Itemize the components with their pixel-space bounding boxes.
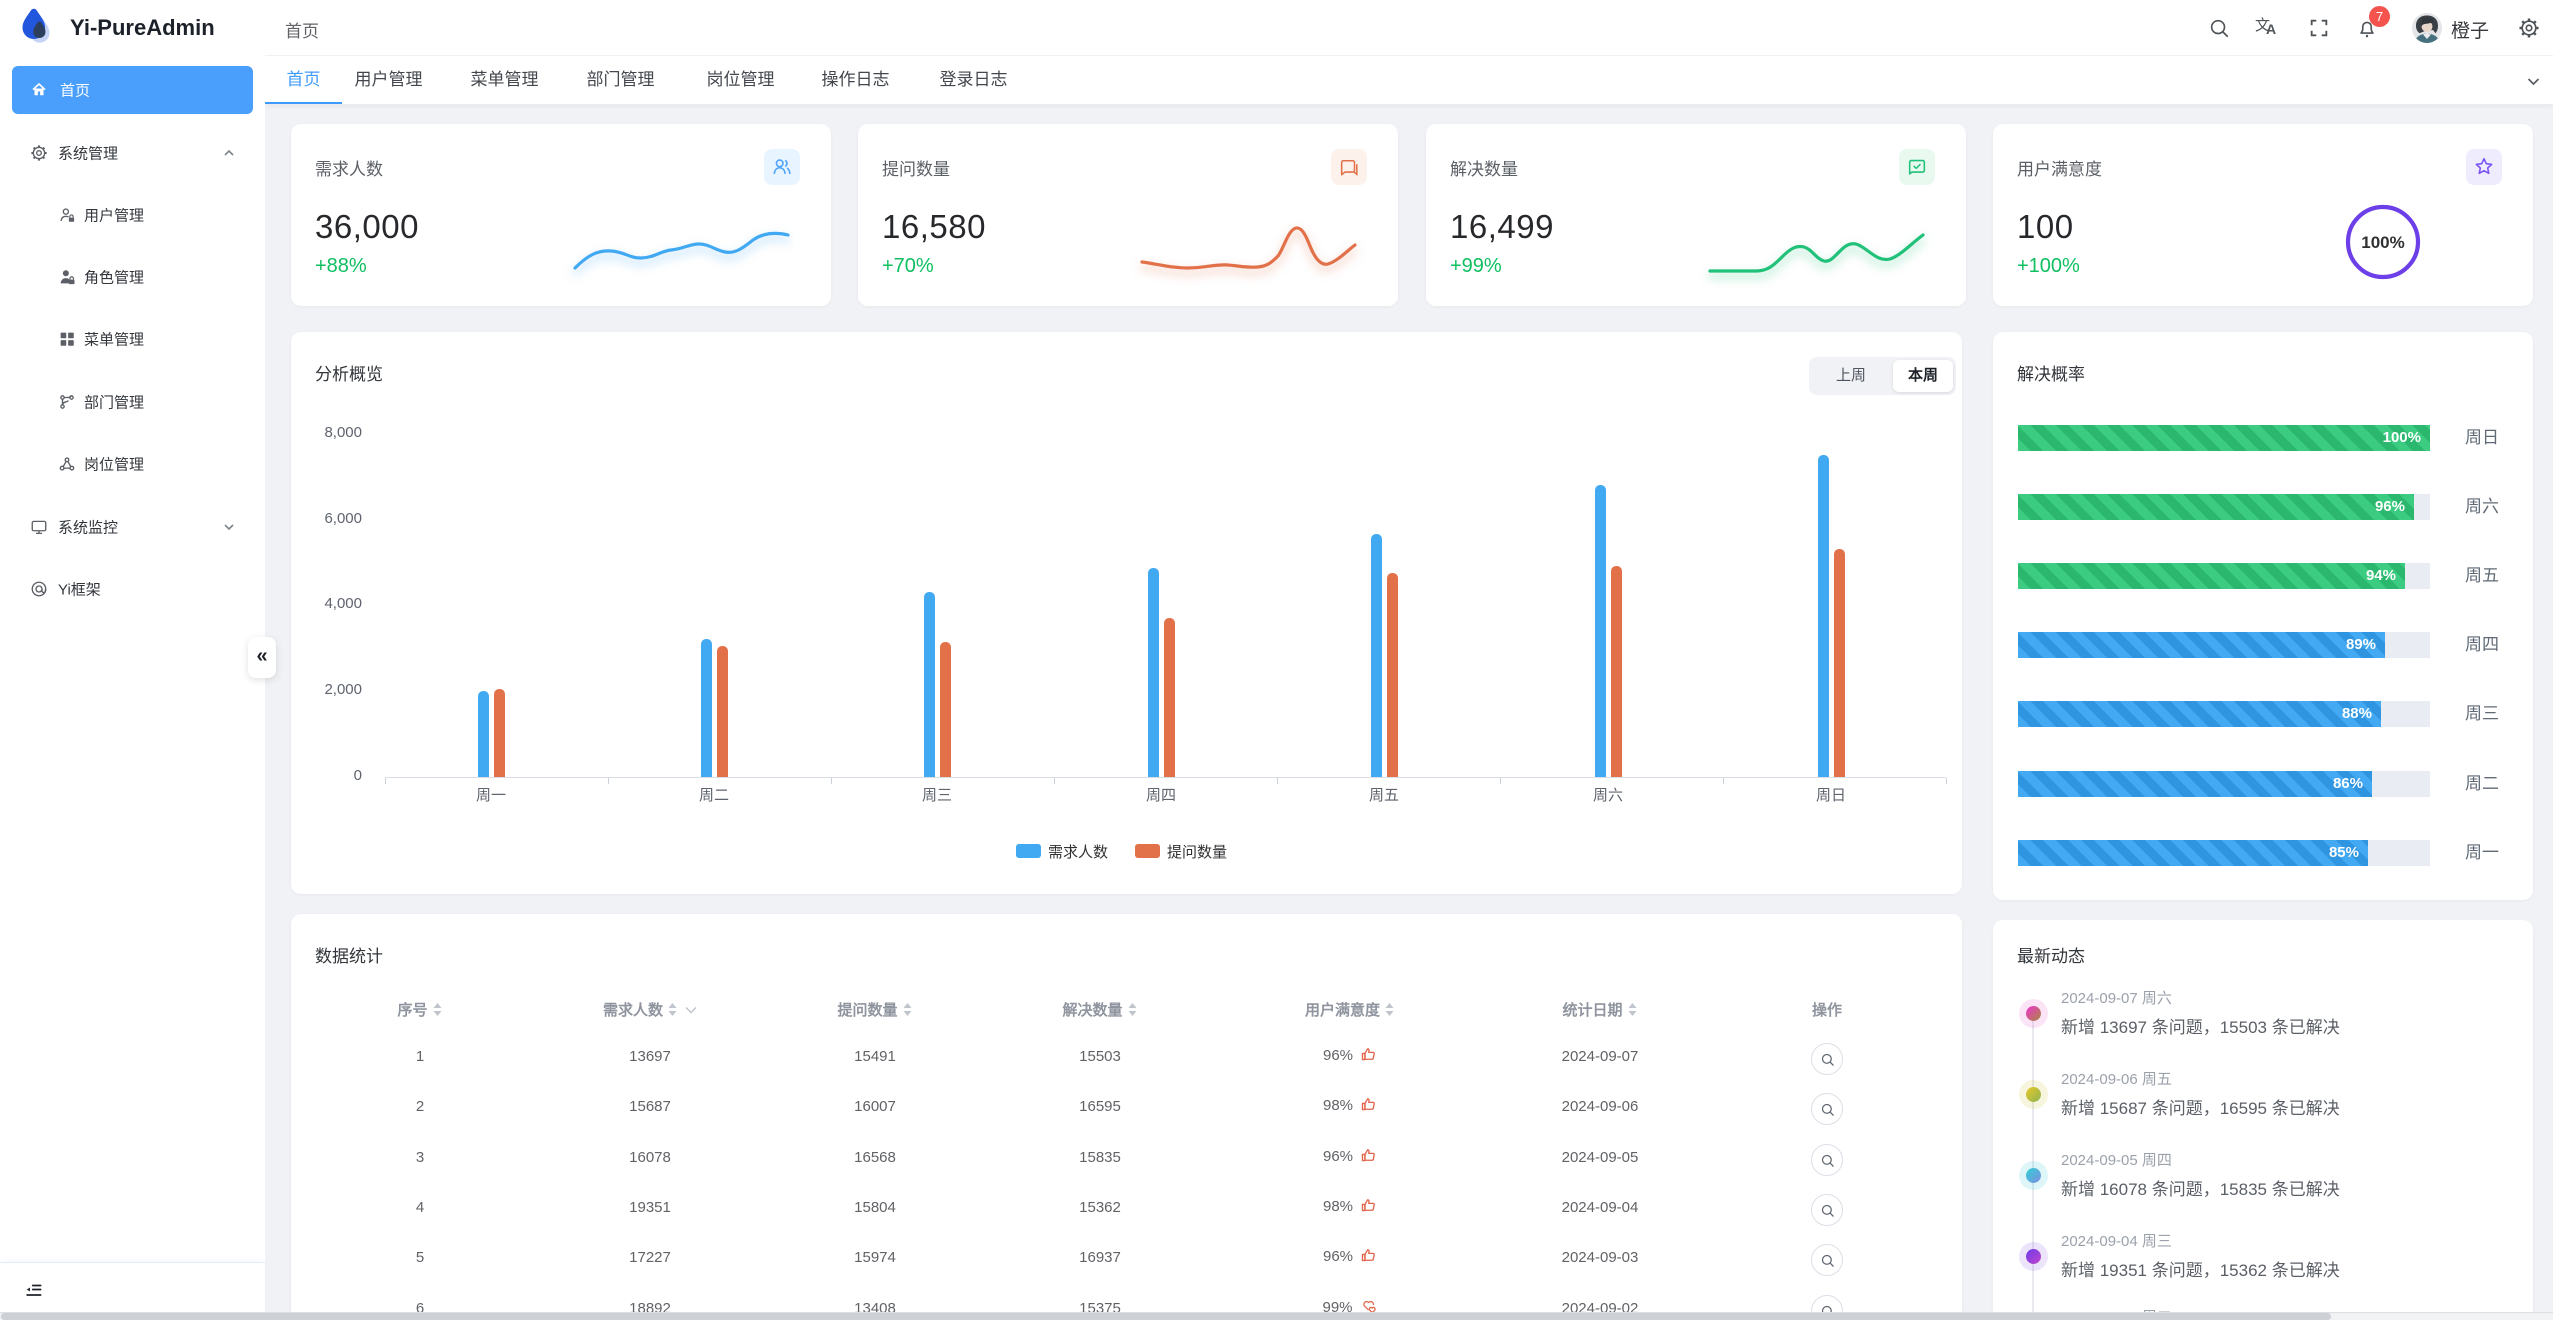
svg-text:100%: 100% bbox=[2361, 233, 2404, 252]
